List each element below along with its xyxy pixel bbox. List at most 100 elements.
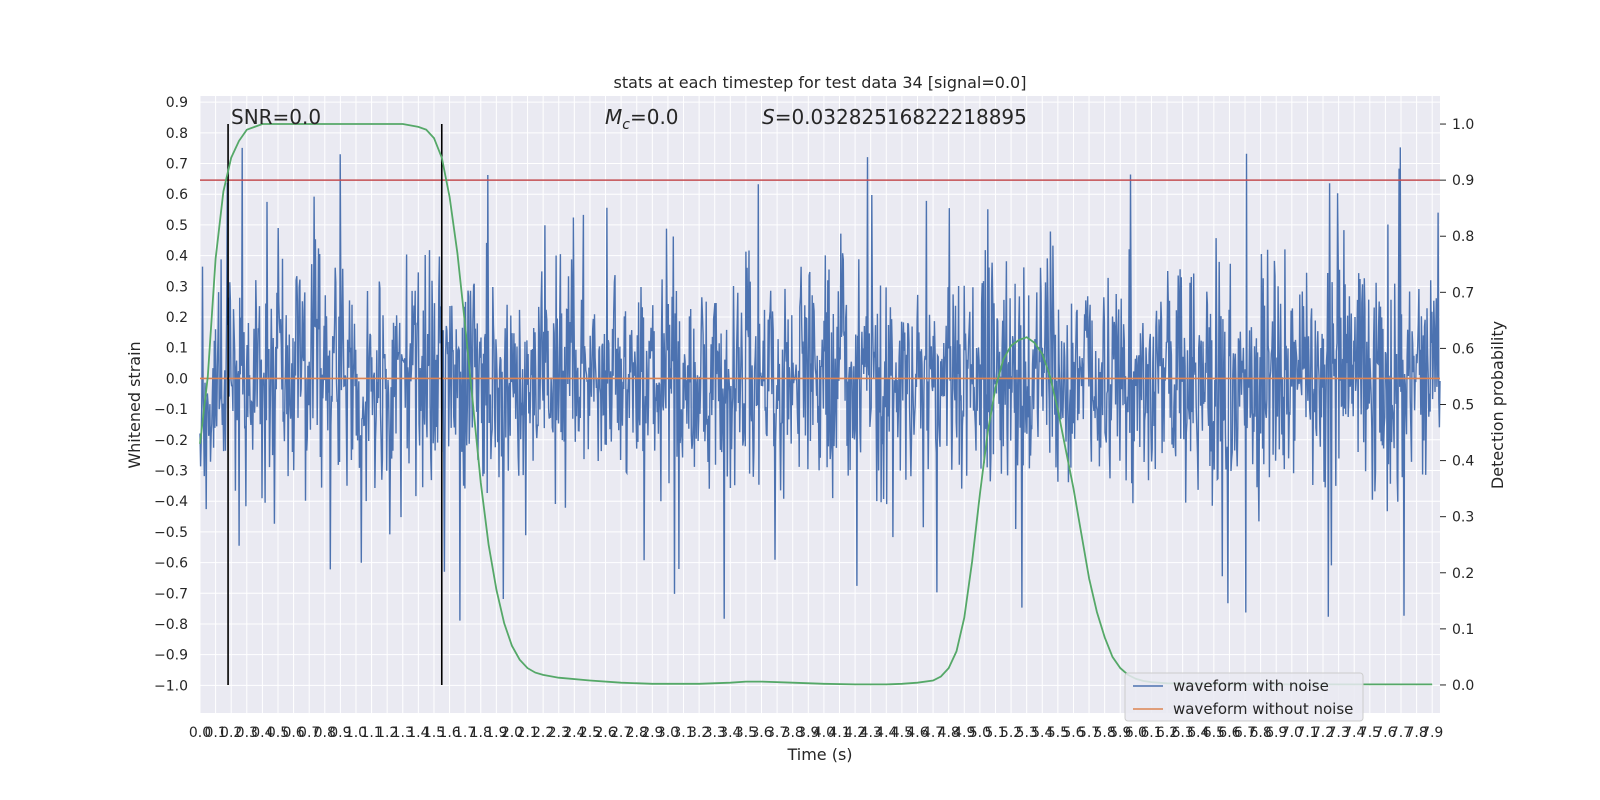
x-tick-label: 6.6 <box>1218 725 1240 741</box>
y2-tick-label: 1.0 <box>1452 117 1474 133</box>
mc-annotation: Mc=0.0 <box>605 105 679 133</box>
x-tick-label: 2.3 <box>548 725 570 741</box>
legend: waveform with noise waveform without noi… <box>1124 672 1364 722</box>
series-waveform-with-noise <box>199 147 1441 621</box>
x-tick-label: 7.6 <box>1374 725 1396 741</box>
x-tick-label: 3.5 <box>735 725 757 741</box>
x-tick-label: 5.6 <box>1062 725 1084 741</box>
x-tick-label: 7.7 <box>1390 725 1412 741</box>
y-tick-label: −0.8 <box>154 617 188 633</box>
y-tick-label: 0.0 <box>166 371 188 387</box>
y-tick-label: 0.8 <box>166 126 188 142</box>
x-tick-label: 3.8 <box>782 725 804 741</box>
legend-box <box>1124 672 1364 722</box>
x-tick-label: 5.1 <box>984 725 1006 741</box>
x-tick-label: 3.1 <box>672 725 694 741</box>
x-tick-label: 4.8 <box>938 725 960 741</box>
x-tick-label: 1.8 <box>470 725 492 741</box>
y-tick-label: −0.2 <box>154 433 188 449</box>
y-tick-label: −0.6 <box>154 556 188 572</box>
x-tick-label: 7.5 <box>1359 725 1381 741</box>
y-tick-label: −0.5 <box>154 525 188 541</box>
x-tick-label: 4.2 <box>844 725 866 741</box>
x-tick-label: 5.9 <box>1109 725 1131 741</box>
x-tick-label: 6.8 <box>1249 725 1271 741</box>
x-tick-label: 5.7 <box>1078 725 1100 741</box>
x-tick-label: 6.4 <box>1187 725 1209 741</box>
x-tick-label: 0.3 <box>236 725 258 741</box>
y-tick-label: −0.7 <box>154 586 188 602</box>
y-tick-label: 0.2 <box>166 310 188 326</box>
x-tick-label: 5.2 <box>1000 725 1022 741</box>
x-tick-label: 0.2 <box>220 725 242 741</box>
x-tick-label: 4.5 <box>891 725 913 741</box>
x-tick-label: 4.6 <box>906 725 928 741</box>
x-tick-label: 0.1 <box>204 725 226 741</box>
x-tick-label: 0.0 <box>189 725 211 741</box>
x-tick-label: 2.9 <box>641 725 663 741</box>
x-tick-label: 7.8 <box>1405 725 1427 741</box>
x-tick-label: 2.0 <box>501 725 523 741</box>
chart-title: stats at each timestep for test data 34 … <box>614 73 1027 92</box>
y-tick-label: 0.4 <box>166 249 188 265</box>
x-tick-label: 2.8 <box>626 725 648 741</box>
s-annotation: S=0.03282516822218895 <box>762 105 1027 129</box>
x-tick-label: 3.6 <box>750 725 772 741</box>
y2-axis-ticks: 1.0 0.9 0.8 0.7 0.6 0.5 0.4 0.3 0.2 0.1 0.0 <box>1440 117 1474 694</box>
x-tick-label: 7.3 <box>1327 725 1349 741</box>
y2-tick-label: 0.3 <box>1452 510 1474 526</box>
x-tick-label: 4.7 <box>922 725 944 741</box>
x-tick-label: 4.1 <box>828 725 850 741</box>
x-tick-label: 0.7 <box>298 725 320 741</box>
x-tick-label: 6.5 <box>1203 725 1225 741</box>
x-axis-ticks: 0.00.10.20.30.40.50.60.70.80.91.01.11.21… <box>189 725 1443 741</box>
x-tick-label: 5.5 <box>1047 725 1069 741</box>
y-tick-label: −0.9 <box>154 648 188 664</box>
x-tick-label: 0.5 <box>267 725 289 741</box>
x-tick-label: 4.4 <box>875 725 897 741</box>
x-tick-label: 0.4 <box>251 725 273 741</box>
x-tick-label: 6.9 <box>1265 725 1287 741</box>
x-tick-label: 3.2 <box>688 725 710 741</box>
x-tick-label: 0.9 <box>329 725 351 741</box>
y-tick-label: −0.1 <box>154 402 188 418</box>
y-axis-label: Whitened strain <box>125 341 144 468</box>
y2-tick-label: 0.7 <box>1452 285 1474 301</box>
x-tick-label: 2.5 <box>579 725 601 741</box>
x-tick-label: 5.3 <box>1016 725 1038 741</box>
x-tick-label: 4.9 <box>953 725 975 741</box>
y2-tick-label: 0.2 <box>1452 566 1474 582</box>
x-tick-label: 2.6 <box>594 725 616 741</box>
x-tick-label: 7.4 <box>1343 725 1365 741</box>
x-tick-label: 0.6 <box>282 725 304 741</box>
x-tick-label: 1.9 <box>485 725 507 741</box>
s-value: =0.03282516822218895 <box>775 105 1027 129</box>
y-tick-label: 0.3 <box>166 279 188 295</box>
y2-tick-label: 0.5 <box>1452 398 1474 414</box>
x-tick-label: 1.0 <box>345 725 367 741</box>
mc-value: =0.0 <box>630 105 679 129</box>
x-tick-label: 7.0 <box>1281 725 1303 741</box>
y-tick-label: −0.3 <box>154 463 188 479</box>
y2-axis-label: Detection probability <box>1488 321 1507 489</box>
x-tick-label: 7.2 <box>1312 725 1334 741</box>
x-tick-label: 1.6 <box>438 725 460 741</box>
y-axis-ticks: 0.9 0.8 0.7 0.6 0.5 0.4 0.3 0.2 0.1 0.0 −0.1 −0.2 −0… <box>154 95 188 694</box>
x-tick-label: 1.7 <box>454 725 476 741</box>
y2-tick-label: 0.4 <box>1452 454 1474 470</box>
snr-annotation: SNR=0.0 <box>231 105 321 129</box>
x-tick-label: 3.9 <box>797 725 819 741</box>
x-tick-label: 3.4 <box>719 725 741 741</box>
x-tick-label: 2.4 <box>563 725 585 741</box>
x-tick-label: 3.7 <box>766 725 788 741</box>
y-tick-label: 0.1 <box>166 341 188 357</box>
x-tick-label: 0.8 <box>314 725 336 741</box>
y2-tick-label: 0.8 <box>1452 229 1474 245</box>
x-tick-label: 6.7 <box>1234 725 1256 741</box>
series-detection-probability <box>199 123 1433 686</box>
y2-tick-label: 0.9 <box>1452 173 1474 189</box>
x-tick-label: 7.9 <box>1421 725 1443 741</box>
x-tick-label: 4.0 <box>813 725 835 741</box>
x-tick-label: 7.1 <box>1296 725 1318 741</box>
